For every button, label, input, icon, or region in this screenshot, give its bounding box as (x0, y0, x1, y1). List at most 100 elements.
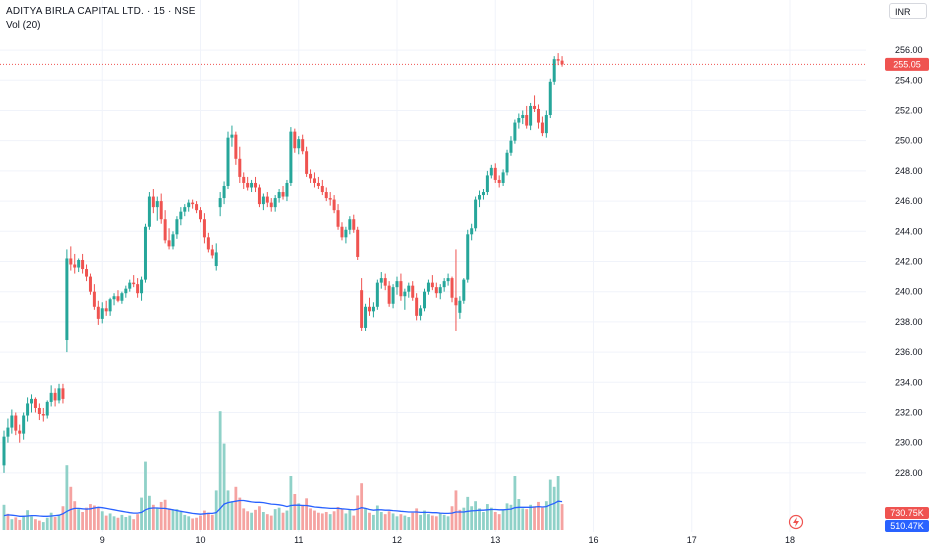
volume-bar (525, 509, 529, 530)
volume-bar (65, 465, 69, 530)
price-tick-label: 240.00 (895, 287, 923, 297)
price-labels: 255.05 730.75K 510.47K (885, 57, 929, 532)
volume-bar (140, 497, 143, 530)
volume-bar (41, 522, 45, 530)
candle (202, 213, 206, 244)
volume-bar (14, 517, 18, 530)
volume-bar (116, 517, 120, 530)
candle (53, 388, 57, 407)
candle-body (419, 308, 423, 316)
volume-bar (210, 514, 214, 530)
candle-body (199, 210, 202, 220)
volume-bar (368, 512, 371, 530)
candle (399, 273, 403, 301)
candle (312, 172, 316, 188)
candle (446, 273, 450, 286)
candle (151, 189, 155, 214)
candle-body (265, 196, 269, 203)
volume-bar (187, 516, 191, 530)
candle-body (257, 187, 261, 205)
candle-body (320, 185, 324, 193)
candle (529, 102, 533, 131)
candle (257, 184, 261, 208)
volume-bar (108, 513, 112, 530)
volume-bar (171, 509, 175, 530)
time-tick-label: 10 (195, 535, 205, 545)
candle (293, 128, 297, 153)
volume-bar (419, 514, 422, 530)
candle (10, 409, 14, 434)
symbol-title[interactable]: ADITYA BIRLA CAPITAL LTD. · 15 · NSE (6, 6, 196, 17)
snapshot-icon[interactable] (788, 514, 804, 530)
volume-bar (53, 517, 57, 530)
candle (136, 278, 140, 298)
candle (85, 264, 89, 282)
candle (513, 119, 517, 144)
candle-body (529, 105, 533, 126)
volume-bar (132, 519, 136, 530)
candle (454, 249, 458, 331)
candle-body (175, 219, 179, 235)
candle (375, 279, 379, 310)
volume-indicator-label[interactable]: Vol (20) (6, 20, 41, 31)
candle-body (112, 296, 116, 300)
candle (132, 275, 136, 288)
candle-body (517, 118, 521, 123)
price-tick-label: 232.00 (895, 407, 923, 417)
time-axis[interactable]: 9 10 11 12 13 16 17 18 (100, 535, 795, 545)
candle-body (226, 137, 230, 186)
candle (387, 281, 391, 307)
candle-body (206, 237, 210, 250)
candle (411, 281, 415, 301)
candle (430, 275, 434, 291)
candle (324, 187, 328, 202)
candle-body (88, 276, 92, 292)
candle-body (336, 210, 340, 227)
volume-bar (478, 508, 481, 530)
candle (462, 278, 466, 304)
volume-bar (360, 483, 364, 530)
candle-body (61, 388, 65, 399)
time-tick-label: 16 (588, 535, 598, 545)
candle-body (159, 201, 163, 220)
candle-body (340, 226, 344, 238)
candle-body (85, 269, 89, 277)
candle-body (289, 131, 293, 183)
candle (116, 290, 120, 303)
candle-body (501, 172, 505, 183)
candle (250, 179, 254, 193)
candle (403, 288, 407, 310)
volume-bar (49, 512, 53, 530)
candle (108, 297, 112, 316)
time-tick-label: 18 (785, 535, 795, 545)
candle (6, 418, 10, 443)
volume-bar (30, 516, 33, 530)
candle-body (493, 167, 497, 180)
price-tick-label: 242.00 (895, 256, 923, 266)
candle (391, 284, 395, 309)
volume-bar (285, 510, 289, 530)
candle (415, 293, 419, 321)
candle-body (458, 300, 462, 313)
candle-body (328, 198, 332, 200)
volume-bar (458, 509, 462, 530)
volume-bar (391, 513, 395, 530)
volume-bar (301, 504, 305, 530)
price-axis[interactable]: 256.00 254.00 252.00 250.00 248.00 246.00 244.… (895, 45, 923, 478)
volume-bar (372, 514, 375, 530)
candle-body (18, 430, 22, 434)
candle-body (73, 264, 77, 268)
candle-body (301, 139, 305, 152)
candle (277, 189, 281, 203)
candle (37, 403, 41, 421)
candle-body (536, 108, 540, 123)
volume-bar (560, 504, 564, 530)
currency-button[interactable]: INR (889, 3, 927, 19)
volume-bar (100, 511, 104, 530)
volume-bar (34, 519, 37, 530)
candle (238, 146, 242, 183)
candle-body (395, 281, 399, 288)
candle (489, 164, 493, 179)
candle (485, 170, 489, 196)
